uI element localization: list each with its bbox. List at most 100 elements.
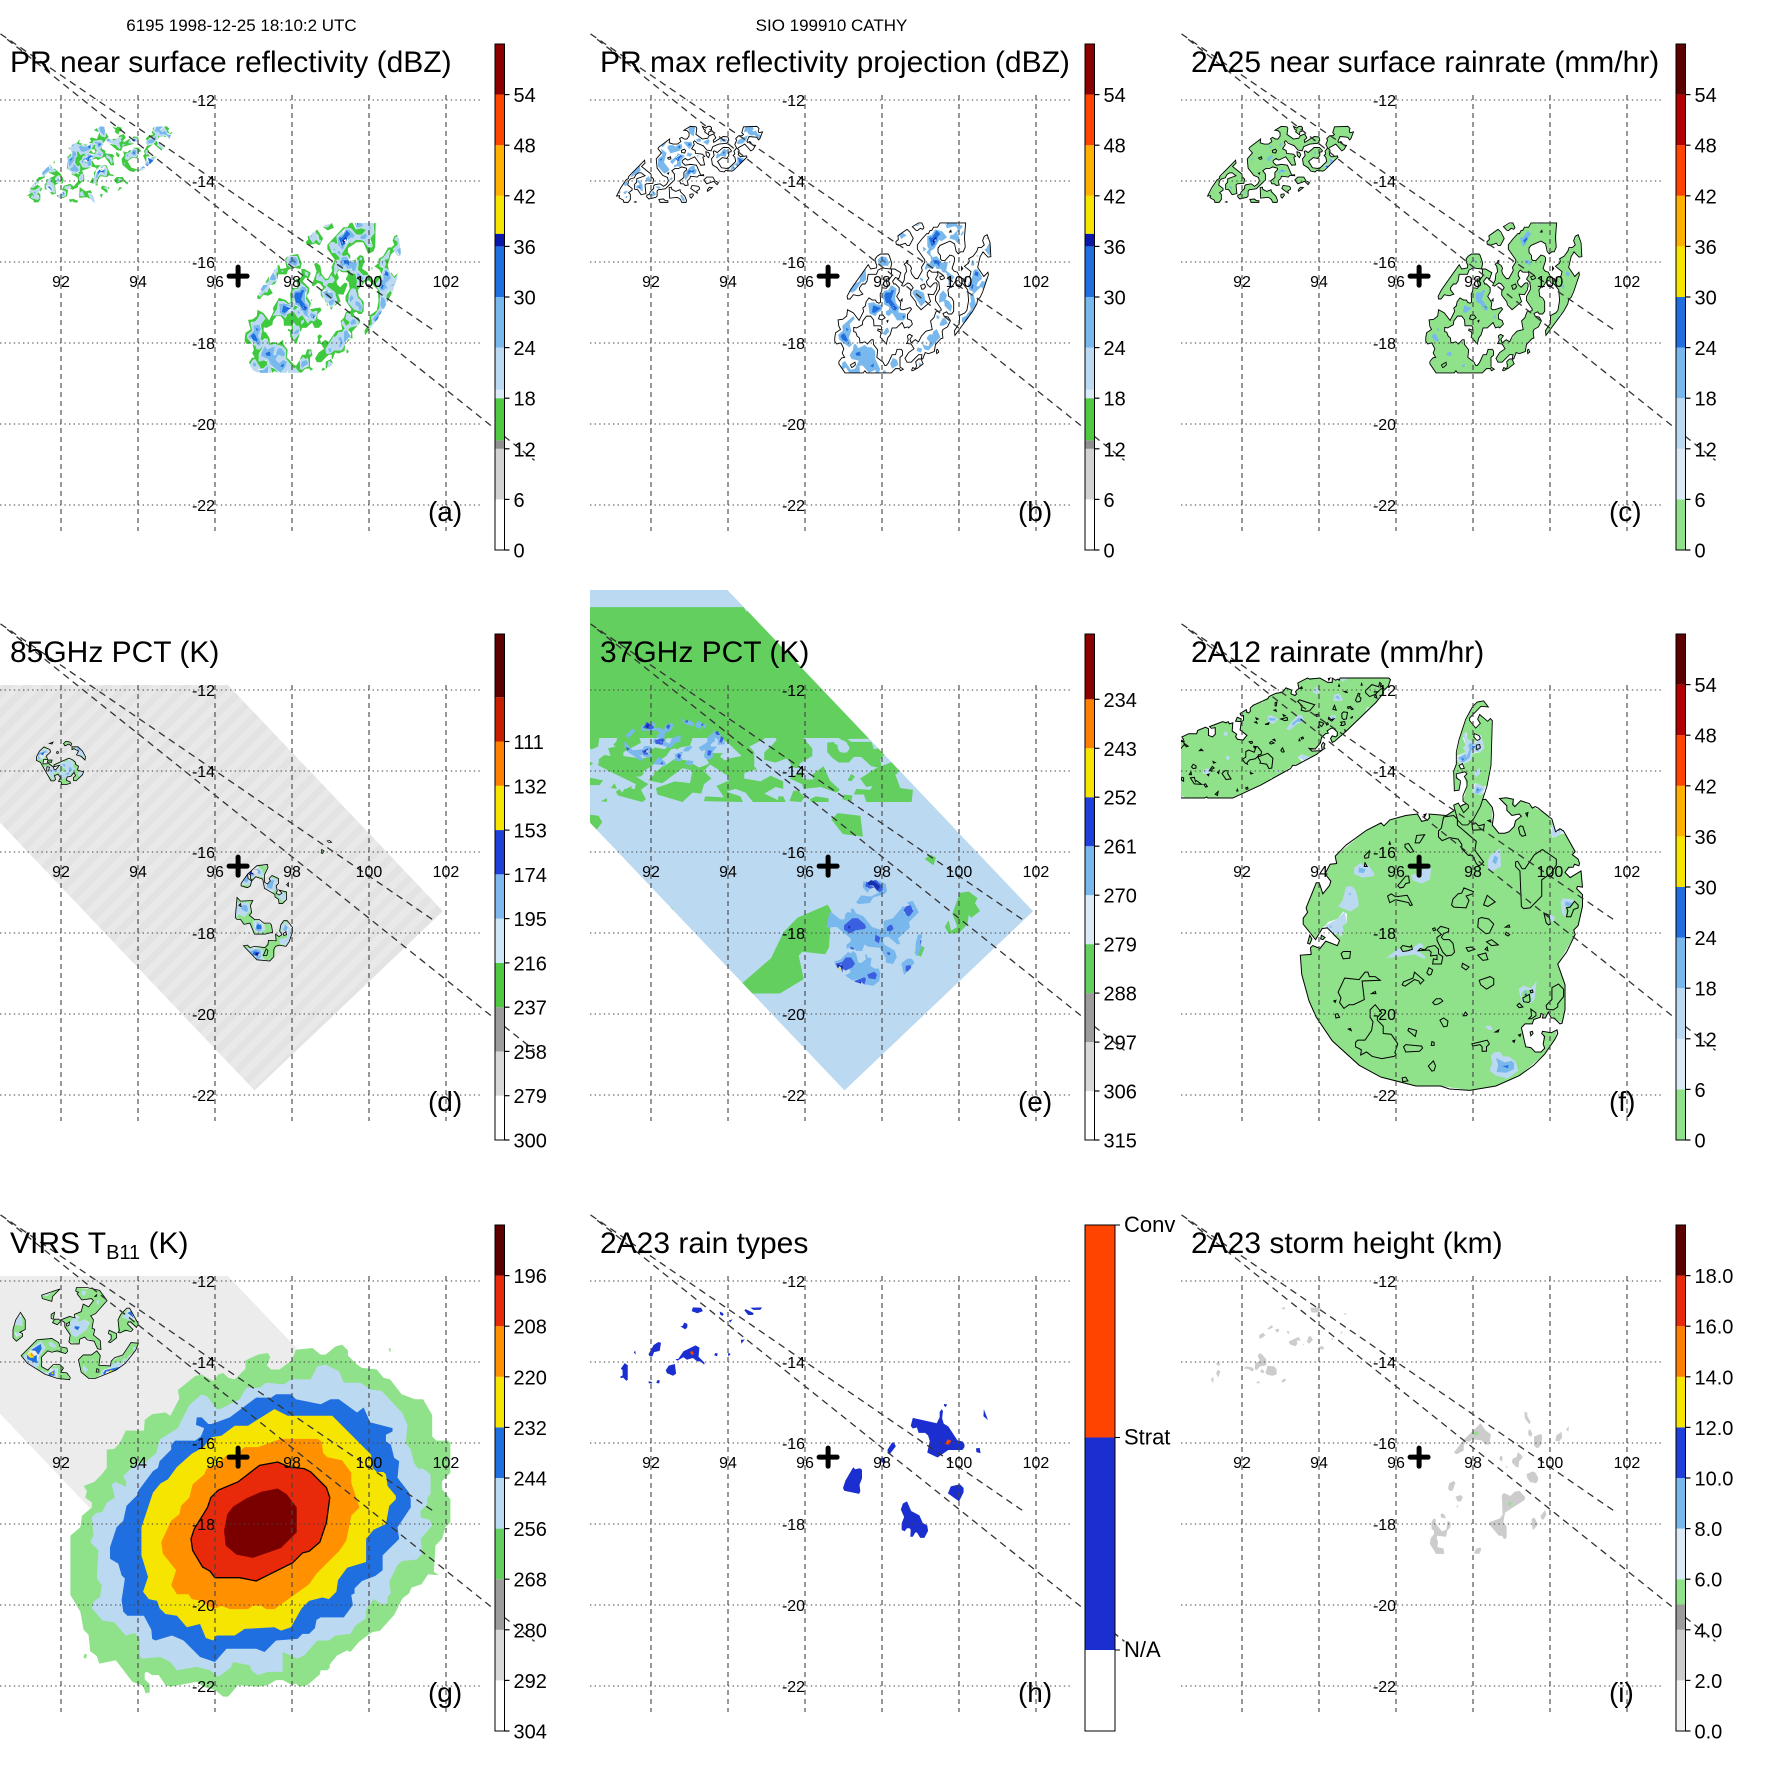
svg-text:96: 96 — [796, 1455, 814, 1472]
svg-text:-12: -12 — [782, 1274, 805, 1291]
svg-text:96: 96 — [1387, 274, 1405, 291]
svg-text:30: 30 — [1694, 878, 1716, 900]
svg-text:6.0: 6.0 — [1694, 1569, 1722, 1591]
svg-text:14.0: 14.0 — [1694, 1367, 1733, 1389]
svg-text:18: 18 — [1694, 979, 1716, 1001]
svg-text:-22: -22 — [192, 1679, 215, 1696]
svg-text:16.0: 16.0 — [1694, 1316, 1733, 1338]
svg-text:18: 18 — [1104, 389, 1126, 411]
svg-text:-22: -22 — [1373, 1679, 1396, 1696]
svg-text:270: 270 — [1104, 886, 1137, 908]
svg-text:24: 24 — [1694, 928, 1716, 950]
svg-text:-16: -16 — [782, 255, 805, 272]
svg-text:0: 0 — [1694, 540, 1705, 562]
svg-text:PR max reflectivity projection: PR max reflectivity projection (dBZ) — [600, 46, 1070, 79]
svg-text:268: 268 — [513, 1569, 546, 1591]
svg-text:102: 102 — [1023, 1455, 1050, 1472]
svg-text:-20: -20 — [1373, 417, 1396, 434]
svg-text:-14: -14 — [782, 764, 805, 781]
svg-text:42: 42 — [1694, 186, 1716, 208]
svg-text:92: 92 — [52, 1455, 70, 1472]
svg-text:(f): (f) — [1609, 1086, 1635, 1117]
svg-text:36: 36 — [513, 237, 535, 259]
svg-text:100: 100 — [1536, 274, 1563, 291]
svg-text:-22: -22 — [782, 1679, 805, 1696]
svg-text:-14: -14 — [192, 174, 215, 191]
svg-text:-18: -18 — [1373, 336, 1396, 353]
svg-text:PR near surface reflectivity (: PR near surface reflectivity (dBZ) — [10, 46, 452, 79]
svg-text:-14: -14 — [782, 174, 805, 191]
svg-text:92: 92 — [1233, 864, 1251, 881]
svg-text:36: 36 — [1694, 237, 1716, 259]
svg-text:279: 279 — [1104, 935, 1137, 957]
svg-text:-18: -18 — [1373, 926, 1396, 943]
svg-text:42: 42 — [513, 186, 535, 208]
svg-text:96: 96 — [206, 864, 224, 881]
svg-text:111: 111 — [513, 732, 543, 754]
svg-text:244: 244 — [513, 1468, 546, 1490]
svg-text:94: 94 — [719, 1455, 737, 1472]
svg-text:54: 54 — [1694, 675, 1716, 697]
svg-text:153: 153 — [513, 821, 546, 843]
svg-text:306: 306 — [1104, 1082, 1137, 1104]
svg-text:0: 0 — [1104, 540, 1115, 562]
svg-text:-16: -16 — [192, 255, 215, 272]
svg-text:18: 18 — [1694, 389, 1716, 411]
svg-text:48: 48 — [1104, 136, 1126, 158]
svg-text:SIO 199910 CATHY: SIO 199910 CATHY — [756, 16, 908, 35]
svg-text:30: 30 — [513, 287, 535, 309]
svg-text:98: 98 — [873, 864, 891, 881]
svg-text:4.0: 4.0 — [1694, 1620, 1722, 1642]
svg-text:98: 98 — [283, 274, 301, 291]
svg-text:2A23 rain types: 2A23 rain types — [600, 1227, 808, 1260]
svg-text:216: 216 — [513, 954, 546, 976]
svg-text:-12: -12 — [192, 1274, 215, 1291]
svg-text:-20: -20 — [1373, 1598, 1396, 1615]
svg-text:N/A: N/A — [1124, 1637, 1161, 1662]
svg-text:6195 1998-12-25 18:10:2 UTC: 6195 1998-12-25 18:10:2 UTC — [126, 16, 356, 35]
svg-text:-12: -12 — [782, 683, 805, 700]
svg-text:(g): (g) — [428, 1677, 462, 1708]
svg-text:85GHz PCT (K): 85GHz PCT (K) — [10, 636, 219, 669]
svg-text:102: 102 — [1613, 274, 1640, 291]
svg-text:132: 132 — [513, 777, 546, 799]
svg-text:24: 24 — [1104, 338, 1126, 360]
svg-text:42: 42 — [1694, 777, 1716, 799]
svg-text:96: 96 — [206, 1455, 224, 1472]
svg-text:98: 98 — [873, 274, 891, 291]
svg-text:98: 98 — [1464, 274, 1482, 291]
svg-text:-16: -16 — [1373, 255, 1396, 272]
svg-text:2A12 rainrate (mm/hr): 2A12 rainrate (mm/hr) — [1191, 636, 1484, 669]
svg-text:252: 252 — [1104, 788, 1137, 810]
svg-text:36: 36 — [1694, 827, 1716, 849]
svg-text:-12: -12 — [1373, 93, 1396, 110]
svg-text:292: 292 — [513, 1671, 546, 1693]
svg-text:-20: -20 — [1373, 1007, 1396, 1024]
svg-text:12: 12 — [513, 439, 535, 461]
svg-text:54: 54 — [1694, 85, 1716, 107]
svg-text:102: 102 — [433, 274, 460, 291]
svg-text:54: 54 — [513, 85, 535, 107]
svg-text:100: 100 — [1536, 864, 1563, 881]
svg-text:-16: -16 — [192, 1436, 215, 1453]
svg-text:-12: -12 — [782, 93, 805, 110]
svg-text:36: 36 — [1104, 237, 1126, 259]
svg-text:94: 94 — [719, 274, 737, 291]
svg-text:6: 6 — [1694, 1080, 1705, 1102]
svg-text:37GHz PCT (K): 37GHz PCT (K) — [600, 636, 809, 669]
svg-text:208: 208 — [513, 1316, 546, 1338]
svg-text:94: 94 — [129, 1455, 147, 1472]
svg-text:48: 48 — [1694, 136, 1716, 158]
svg-text:0: 0 — [513, 540, 524, 562]
svg-text:279: 279 — [513, 1087, 546, 1109]
svg-text:94: 94 — [1310, 864, 1328, 881]
svg-text:-18: -18 — [192, 1517, 215, 1534]
svg-text:12.0: 12.0 — [1694, 1418, 1733, 1440]
svg-text:Conv: Conv — [1124, 1212, 1175, 1237]
svg-text:2.0: 2.0 — [1694, 1671, 1722, 1693]
svg-text:8.0: 8.0 — [1694, 1519, 1722, 1541]
svg-text:98: 98 — [873, 1455, 891, 1472]
svg-text:-16: -16 — [192, 845, 215, 862]
svg-text:30: 30 — [1104, 287, 1126, 309]
svg-text:100: 100 — [946, 274, 973, 291]
